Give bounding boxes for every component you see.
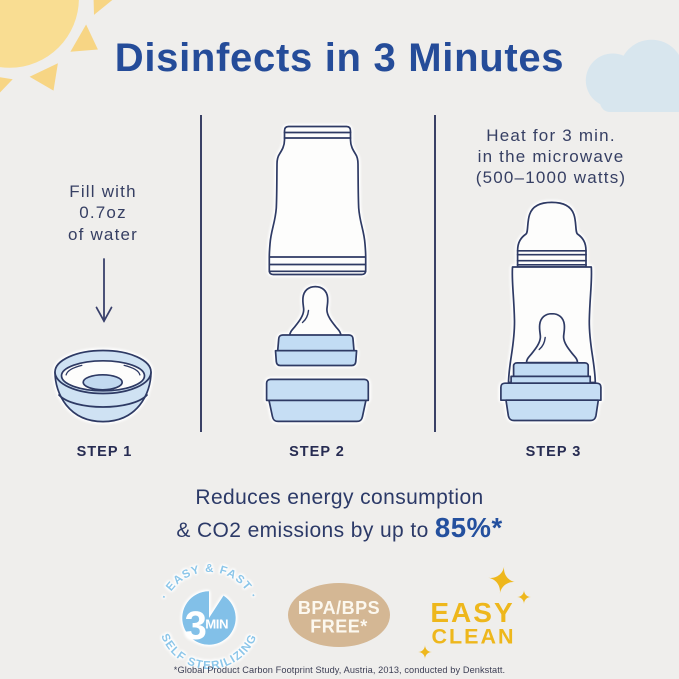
- svg-text:CLEAN: CLEAN: [431, 625, 515, 649]
- svg-text:MIN: MIN: [205, 616, 228, 631]
- svg-text:EASY: EASY: [430, 597, 514, 628]
- svg-text:3: 3: [185, 604, 207, 648]
- svg-text:FREE*: FREE*: [310, 617, 368, 637]
- svg-text:BPA/BPS: BPA/BPS: [298, 598, 380, 618]
